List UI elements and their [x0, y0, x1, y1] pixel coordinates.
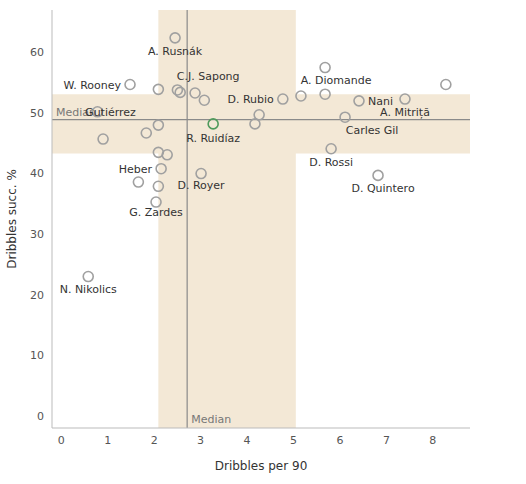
- svg-text:60: 60: [30, 46, 44, 59]
- svg-text:30: 30: [30, 228, 44, 241]
- svg-text:D. Rubio: D. Rubio: [227, 93, 274, 106]
- svg-text:R. Ruidíaz: R. Ruidíaz: [186, 132, 240, 145]
- svg-text:5: 5: [290, 434, 297, 447]
- svg-text:Gutiérrez: Gutiérrez: [85, 106, 136, 119]
- svg-text:0: 0: [37, 410, 44, 423]
- svg-text:Median: Median: [56, 105, 96, 119]
- svg-text:0: 0: [58, 434, 65, 447]
- svg-text:Nani: Nani: [368, 94, 393, 108]
- svg-text:8: 8: [429, 434, 436, 447]
- svg-text:50: 50: [30, 107, 44, 120]
- svg-text:N. Nikolics: N. Nikolics: [60, 283, 117, 296]
- svg-text:D. Rossi: D. Rossi: [309, 156, 353, 169]
- svg-text:Heber: Heber: [119, 163, 153, 176]
- svg-text:G. Zardes: G. Zardes: [129, 206, 183, 219]
- svg-text:40: 40: [30, 167, 44, 180]
- svg-text:D. Quintero: D. Quintero: [351, 182, 414, 195]
- svg-text:10: 10: [30, 349, 44, 362]
- svg-text:Dribbles succ. %: Dribbles succ. %: [8, 169, 19, 269]
- svg-text:4: 4: [244, 434, 251, 447]
- svg-text:D. Royer: D. Royer: [178, 179, 226, 192]
- svg-text:A. Mitriță: A. Mitriță: [380, 106, 430, 119]
- svg-text:C.J. Sapong: C.J. Sapong: [177, 70, 240, 83]
- svg-text:3: 3: [197, 434, 204, 447]
- svg-text:1: 1: [104, 434, 111, 447]
- svg-text:Median: Median: [191, 413, 231, 426]
- svg-text:W. Rooney: W. Rooney: [64, 79, 122, 92]
- svg-text:Dribbles per 90: Dribbles per 90: [215, 459, 308, 473]
- svg-text:2: 2: [151, 434, 158, 447]
- svg-text:Carles Gil: Carles Gil: [346, 124, 399, 137]
- svg-text:A. Rusnák: A. Rusnák: [148, 45, 203, 58]
- svg-text:7: 7: [383, 434, 390, 447]
- svg-text:A. Diomande: A. Diomande: [301, 74, 372, 87]
- svg-text:20: 20: [30, 289, 44, 302]
- svg-text:6: 6: [336, 434, 343, 447]
